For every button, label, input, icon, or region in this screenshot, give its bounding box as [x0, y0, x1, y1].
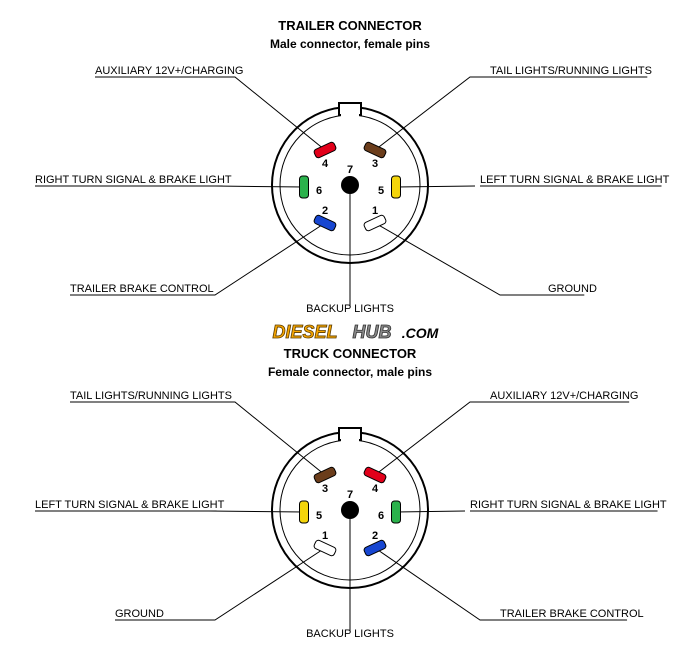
callout-line: [396, 186, 475, 187]
callout-label: LEFT TURN SIGNAL & BRAKE LIGHT: [35, 499, 225, 511]
callout-line: [396, 511, 465, 512]
pin-number: 5: [378, 185, 384, 197]
callout-label: RIGHT TURN SIGNAL & BRAKE LIGHT: [470, 499, 667, 511]
callout-label: GROUND: [548, 283, 597, 295]
callout-line: [209, 511, 304, 512]
connector-title: TRAILER CONNECTOR: [278, 18, 422, 33]
callout-label: RIGHT TURN SIGNAL & BRAKE LIGHT: [35, 174, 232, 186]
callout-label: TAIL LIGHTS/RUNNING LIGHTS: [70, 390, 232, 402]
pin: [300, 501, 309, 523]
callout-label: TRAILER BRAKE CONTROL: [70, 283, 214, 295]
center-pin: [341, 176, 359, 194]
callout-label: BACKUP LIGHTS: [306, 303, 394, 315]
pin-number: 5: [316, 510, 322, 522]
connector-subtitle: Female connector, male pins: [268, 365, 432, 379]
pin: [392, 501, 401, 523]
brand-logo: DIESEL HUB .COM: [272, 322, 438, 342]
pin-number: 6: [378, 510, 384, 522]
pin-number: 6: [316, 185, 322, 197]
callout-label: BACKUP LIGHTS: [306, 628, 394, 640]
pin-number: 7: [347, 489, 353, 501]
pin-number: 4: [322, 158, 329, 170]
pin-number: 4: [372, 483, 379, 495]
callout-label: AUXILIARY 12V+/CHARGING: [490, 390, 638, 402]
connector: TRAILER CONNECTOR Male connector, female …: [35, 18, 670, 315]
pin-number: 1: [322, 530, 328, 542]
callout-label: TAIL LIGHTS/RUNNING LIGHTS: [490, 65, 652, 77]
center-pin: [341, 501, 359, 519]
brand-logo-part: HUB: [353, 322, 392, 342]
connector-title: TRUCK CONNECTOR: [284, 346, 417, 361]
callout-line: [215, 186, 304, 187]
callout-label: AUXILIARY 12V+/CHARGING: [95, 65, 243, 77]
pin: [392, 176, 401, 198]
pin-number: 3: [372, 158, 378, 170]
pin-number: 1: [372, 205, 378, 217]
callout-label: GROUND: [115, 608, 164, 620]
callout-line: [95, 77, 325, 150]
pin-number: 2: [322, 205, 328, 217]
pin: [300, 176, 309, 198]
pin-number: 7: [347, 164, 353, 176]
brand-logo-part: .COM: [402, 325, 439, 341]
callout-line: [375, 77, 646, 150]
connector-subtitle: Male connector, female pins: [270, 37, 430, 51]
pin-number: 3: [322, 483, 328, 495]
callout-label: LEFT TURN SIGNAL & BRAKE LIGHT: [480, 174, 670, 186]
diagram-canvas: TRAILER CONNECTOR Male connector, female …: [0, 0, 700, 655]
connector: TRUCK CONNECTOR Female connector, male pi…: [35, 346, 667, 640]
pin-number: 2: [372, 530, 378, 542]
brand-logo-part: DIESEL: [272, 322, 337, 342]
callout-label: TRAILER BRAKE CONTROL: [500, 608, 644, 620]
